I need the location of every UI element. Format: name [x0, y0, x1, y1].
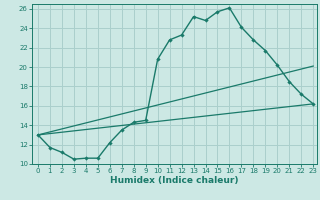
X-axis label: Humidex (Indice chaleur): Humidex (Indice chaleur) — [110, 176, 239, 185]
